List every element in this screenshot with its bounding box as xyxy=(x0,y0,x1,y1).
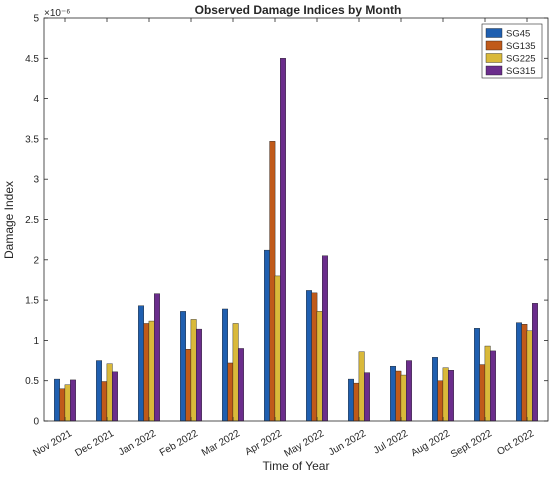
bar-sg45-0 xyxy=(54,378,60,422)
bar-sg225-11 xyxy=(526,330,533,422)
bar-sg45-5 xyxy=(264,249,270,422)
legend-label: SG135 xyxy=(506,41,536,52)
x-tick-label: Oct 2022 xyxy=(495,428,536,458)
bar-sg315-1 xyxy=(111,371,118,422)
bar-sg135-10 xyxy=(479,364,486,422)
y-tick-label: 2.5 xyxy=(25,215,39,226)
bar-sg135-7 xyxy=(353,382,360,422)
legend-swatch-sg315 xyxy=(485,65,503,76)
bar-sg45-7 xyxy=(348,378,354,422)
bar-sg315-2 xyxy=(153,293,160,422)
bar-sg45-10 xyxy=(474,328,480,422)
bar-sg315-10 xyxy=(490,350,496,422)
y-tick-label: 5 xyxy=(33,14,39,25)
bar-sg225-7 xyxy=(358,351,365,422)
bar-sg315-4 xyxy=(237,348,244,422)
bar-sg45-2 xyxy=(138,305,145,422)
bar-sg315-7 xyxy=(364,372,370,422)
bar-sg225-8 xyxy=(400,374,407,422)
bar-sg135-3 xyxy=(185,349,192,422)
legend-swatch-sg225 xyxy=(485,53,503,63)
x-tick-label: Jan 2022 xyxy=(117,428,159,458)
bar-sg315-0 xyxy=(69,379,76,422)
y-tick-label: 2 xyxy=(33,255,39,266)
x-tick-label: Sept 2022 xyxy=(449,428,494,461)
bar-sg45-3 xyxy=(180,311,187,422)
y-tick-label: 4 xyxy=(33,94,39,105)
bar-sg45-9 xyxy=(432,357,438,422)
x-tick-label: Apr 2022 xyxy=(243,428,284,458)
y-tick-label: 0.5 xyxy=(25,376,39,387)
bar-sg135-11 xyxy=(521,324,528,422)
bar-sg135-1 xyxy=(101,381,108,422)
bar-sg225-10 xyxy=(484,345,491,422)
x-tick-label: Dec 2021 xyxy=(73,428,116,459)
bar-sg315-8 xyxy=(406,360,412,422)
y-tick-label: 1.5 xyxy=(25,296,39,307)
legend-label: SG225 xyxy=(506,54,536,65)
x-tick-label: Nov 2021 xyxy=(31,428,74,459)
bar-sg45-6 xyxy=(306,290,312,422)
y-axis-label: Damage Index xyxy=(2,181,16,259)
x-axis-label: Time of Year xyxy=(263,459,330,473)
bar-sg315-3 xyxy=(195,328,202,422)
bar-sg225-5 xyxy=(274,275,281,422)
legend-swatch-sg135 xyxy=(485,40,503,51)
x-tick-label: May 2022 xyxy=(282,428,326,460)
bar-sg45-8 xyxy=(390,365,396,422)
bar-sg135-0 xyxy=(59,388,66,422)
bar-sg135-4 xyxy=(227,362,234,422)
bar-sg315-6 xyxy=(322,255,328,422)
bar-sg225-4 xyxy=(232,323,239,422)
bar-sg135-2 xyxy=(143,323,150,422)
bar-sg135-6 xyxy=(311,292,318,422)
x-tick-label: Feb 2022 xyxy=(158,428,200,459)
bar-sg45-11 xyxy=(516,322,522,422)
bar-sg315-9 xyxy=(448,370,454,422)
bar-sg225-2 xyxy=(148,320,155,422)
bar-sg45-1 xyxy=(96,360,103,422)
bars-layer xyxy=(54,58,538,422)
x-tick-label: Jun 2022 xyxy=(327,428,369,458)
bar-sg135-8 xyxy=(395,370,402,422)
bar-sg225-1 xyxy=(106,363,113,422)
bar-sg135-5 xyxy=(269,141,276,422)
chart-title: Observed Damage Indices by Month xyxy=(195,3,402,17)
y-axis: 0 0.5 1 1.5 2 2.5 3 3.5 4 4.5 5 xyxy=(25,14,548,428)
y-exponent-label: ×10⁻⁶ xyxy=(44,8,70,19)
bar-sg135-9 xyxy=(437,380,444,422)
bar-sg225-9 xyxy=(442,367,449,422)
bar-sg225-3 xyxy=(190,319,197,422)
x-tick-label: Aug 2022 xyxy=(409,428,452,459)
x-tick-label: Jul 2022 xyxy=(372,428,411,457)
bar-sg315-5 xyxy=(280,58,286,422)
y-tick-label: 3 xyxy=(33,175,39,186)
legend-label: SG315 xyxy=(506,66,536,77)
y-tick-label: 1 xyxy=(33,336,39,347)
legend-swatch-sg45 xyxy=(485,28,503,38)
plot-frame xyxy=(43,17,549,422)
bar-sg225-6 xyxy=(316,311,323,422)
bar-sg315-11 xyxy=(532,303,538,422)
legend-label: SG45 xyxy=(506,29,530,40)
bar-sg45-4 xyxy=(222,308,229,422)
y-tick-label: 3.5 xyxy=(25,134,39,145)
bar-sg225-0 xyxy=(64,384,71,422)
y-tick-label: 4.5 xyxy=(25,54,39,65)
y-tick-label: 0 xyxy=(33,417,39,428)
x-tick-label: Mar 2022 xyxy=(200,428,242,459)
